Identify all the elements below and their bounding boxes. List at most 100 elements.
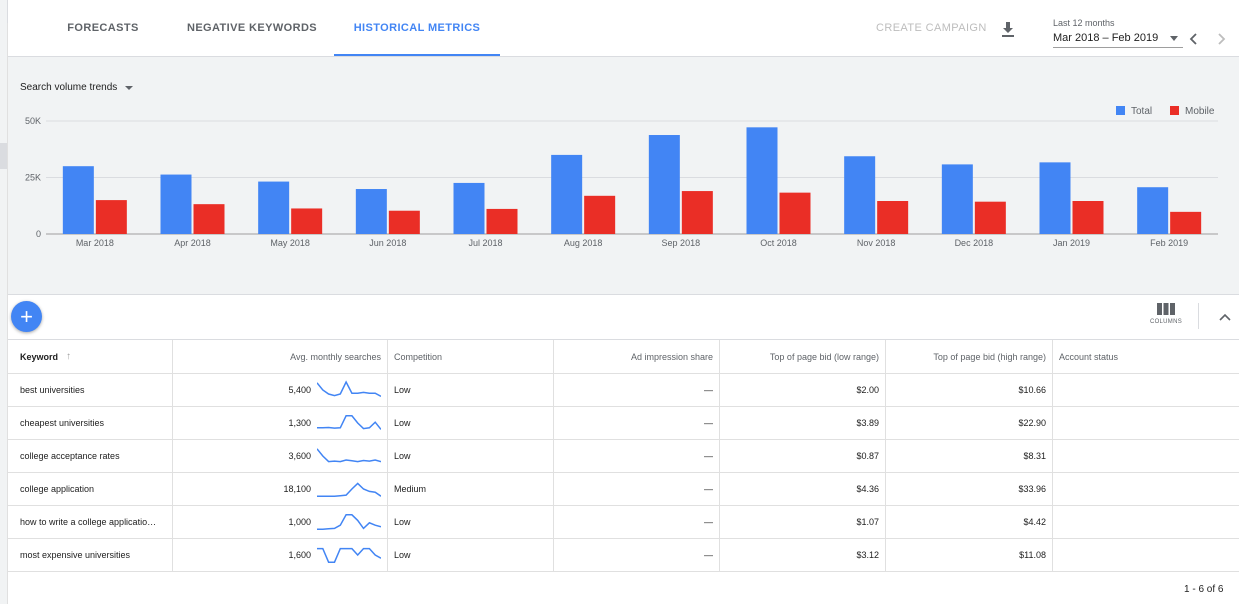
legend-swatch-mobile — [1170, 106, 1179, 115]
account-status-cell — [1053, 407, 1239, 439]
search-volume-trends-select[interactable]: Search volume trends — [20, 82, 134, 93]
avg-monthly-searches-cell: 1,300 — [173, 407, 388, 439]
trend-sparkline — [317, 547, 381, 563]
trend-sparkline — [317, 448, 381, 463]
chevron-down-icon[interactable] — [1170, 36, 1178, 41]
keyword-cell[interactable]: cheapest universities — [8, 407, 173, 439]
top-bid-low-cell: $3.12 — [720, 539, 886, 571]
bar-mobile — [291, 208, 323, 234]
bar-total — [941, 164, 973, 234]
left-collapsed-strip — [0, 0, 8, 604]
left-strip-handle[interactable] — [0, 143, 7, 169]
column-header-avg-monthly-searches[interactable]: Avg. monthly searches — [173, 340, 388, 373]
table-row[interactable]: cheapest universities 1,300 Low — $3.89 $22.9… — [8, 407, 1239, 440]
chevron-down-icon — [125, 85, 134, 90]
bar-mobile — [877, 201, 909, 234]
column-header-account-status[interactable]: Account status — [1059, 351, 1119, 362]
avg-monthly-searches-value: 1,000 — [288, 517, 311, 527]
bar-mobile — [193, 204, 225, 234]
search-volume-chart-panel: Search volume trends 0 25K 50K Mar 2018 Apr … — [8, 57, 1239, 295]
avg-monthly-searches-cell: 5,400 — [173, 374, 388, 406]
keyword-cell[interactable]: college application — [8, 473, 173, 505]
top-bid-high-cell: $10.66 — [886, 374, 1053, 406]
table-row[interactable]: how to write a college applicatio… 1,000 L… — [8, 506, 1239, 539]
create-campaign-button[interactable]: CREATE CAMPAIGN — [876, 22, 987, 34]
sparkline-path — [317, 415, 381, 430]
keyword-cell[interactable]: most expensive universities — [8, 539, 173, 571]
column-header-competition[interactable]: Competition — [388, 340, 554, 373]
bar-total — [160, 174, 192, 234]
next-period-icon[interactable] — [1215, 32, 1227, 46]
top-toolbar: FORECASTS NEGATIVE KEYWORDS HISTORICAL M… — [8, 0, 1239, 57]
date-range-caption: Last 12 months — [1053, 18, 1115, 28]
bar-total — [648, 135, 680, 234]
add-keyword-button[interactable]: + — [11, 301, 42, 332]
x-tick-label: Nov 2018 — [857, 238, 896, 248]
top-bid-high-cell: $33.96 — [886, 473, 1053, 505]
account-status-cell — [1053, 506, 1239, 538]
x-tick-label: Oct 2018 — [760, 238, 797, 248]
bar-mobile — [95, 200, 127, 234]
top-bid-high-cell: $22.90 — [886, 407, 1053, 439]
bar-mobile — [1170, 211, 1202, 234]
trend-sparkline — [317, 514, 381, 530]
tab-negative-keywords[interactable]: NEGATIVE KEYWORDS — [186, 22, 318, 34]
ad-impression-share-cell: — — [554, 473, 720, 505]
top-bid-high-cell: $4.42 — [886, 506, 1053, 538]
avg-monthly-searches-cell: 1,000 — [173, 506, 388, 538]
keyword-cell[interactable]: how to write a college applicatio… — [8, 506, 173, 538]
previous-period-icon[interactable] — [1188, 32, 1200, 46]
column-header-keyword[interactable]: Keyword ↑ — [8, 340, 173, 373]
bar-total — [1039, 162, 1071, 234]
tab-forecasts[interactable]: FORECASTS — [67, 22, 139, 34]
ad-impression-share-cell: — — [554, 440, 720, 472]
column-header-ad-impression-share[interactable]: Ad impression share — [554, 340, 720, 373]
toolbar-divider — [1198, 303, 1199, 329]
download-icon[interactable] — [1000, 21, 1016, 39]
x-tick-label: Apr 2018 — [174, 238, 211, 248]
ad-impression-share-cell: — — [554, 539, 720, 571]
avg-monthly-searches-value: 1,600 — [288, 550, 311, 560]
pagination-summary: 1 - 6 of 6 — [1184, 584, 1224, 595]
x-tick-label: May 2018 — [270, 238, 310, 248]
competition-cell: Low — [388, 539, 554, 571]
date-range-select[interactable]: Mar 2018 – Feb 2019 — [1053, 32, 1159, 44]
y-tick-label: 50K — [25, 116, 41, 126]
keyword-cell[interactable]: best universities — [8, 374, 173, 406]
bar-mobile — [388, 210, 420, 234]
sort-arrow-up-icon[interactable]: ↑ — [66, 351, 72, 362]
sparkline-path — [317, 380, 381, 398]
columns-button[interactable]: COLUMNS — [1148, 303, 1184, 325]
competition-cell: Low — [388, 440, 554, 472]
avg-monthly-searches-cell: 18,100 — [173, 473, 388, 505]
avg-monthly-searches-value: 3,600 — [288, 451, 311, 461]
bar-mobile — [584, 195, 616, 234]
legend-swatch-total — [1116, 106, 1125, 115]
table-row[interactable]: most expensive universities 1,600 Low — $3.1… — [8, 539, 1239, 572]
table-row[interactable]: best universities 5,400 Low — $2.00 $10.66 — [8, 374, 1239, 407]
top-bid-low-cell: $4.36 — [720, 473, 886, 505]
sparkline-path — [317, 482, 381, 497]
chevron-up-icon[interactable] — [1218, 312, 1232, 322]
x-tick-label: Jan 2019 — [1053, 238, 1090, 248]
sparkline-path — [317, 448, 381, 463]
column-header-top-bid-low[interactable]: Top of page bid (low range) — [720, 340, 886, 373]
table-row[interactable]: college acceptance rates 3,600 Low — $0.87 $8… — [8, 440, 1239, 473]
table-body: best universities 5,400 Low — $2.00 $10.66 che… — [8, 374, 1239, 572]
tab-historical-metrics[interactable]: HISTORICAL METRICS — [334, 0, 500, 56]
column-header-top-bid-high[interactable]: Top of page bid (high range) — [886, 340, 1053, 373]
table-row[interactable]: college application 18,100 Medium — $4.36 $33… — [8, 473, 1239, 506]
avg-monthly-searches-value: 18,100 — [283, 484, 311, 494]
keyword-cell[interactable]: college acceptance rates — [8, 440, 173, 472]
y-tick-label: 25K — [25, 173, 41, 183]
x-tick-label: Jul 2018 — [468, 238, 502, 248]
competition-cell: Low — [388, 374, 554, 406]
top-bid-low-cell: $3.89 — [720, 407, 886, 439]
bar-total — [551, 154, 583, 234]
x-tick-label: Feb 2019 — [1150, 238, 1188, 248]
bar-total — [62, 166, 94, 234]
legend-label-mobile: Mobile — [1185, 106, 1215, 117]
bar-total — [453, 182, 485, 234]
bar-total — [258, 181, 290, 234]
competition-cell: Low — [388, 407, 554, 439]
